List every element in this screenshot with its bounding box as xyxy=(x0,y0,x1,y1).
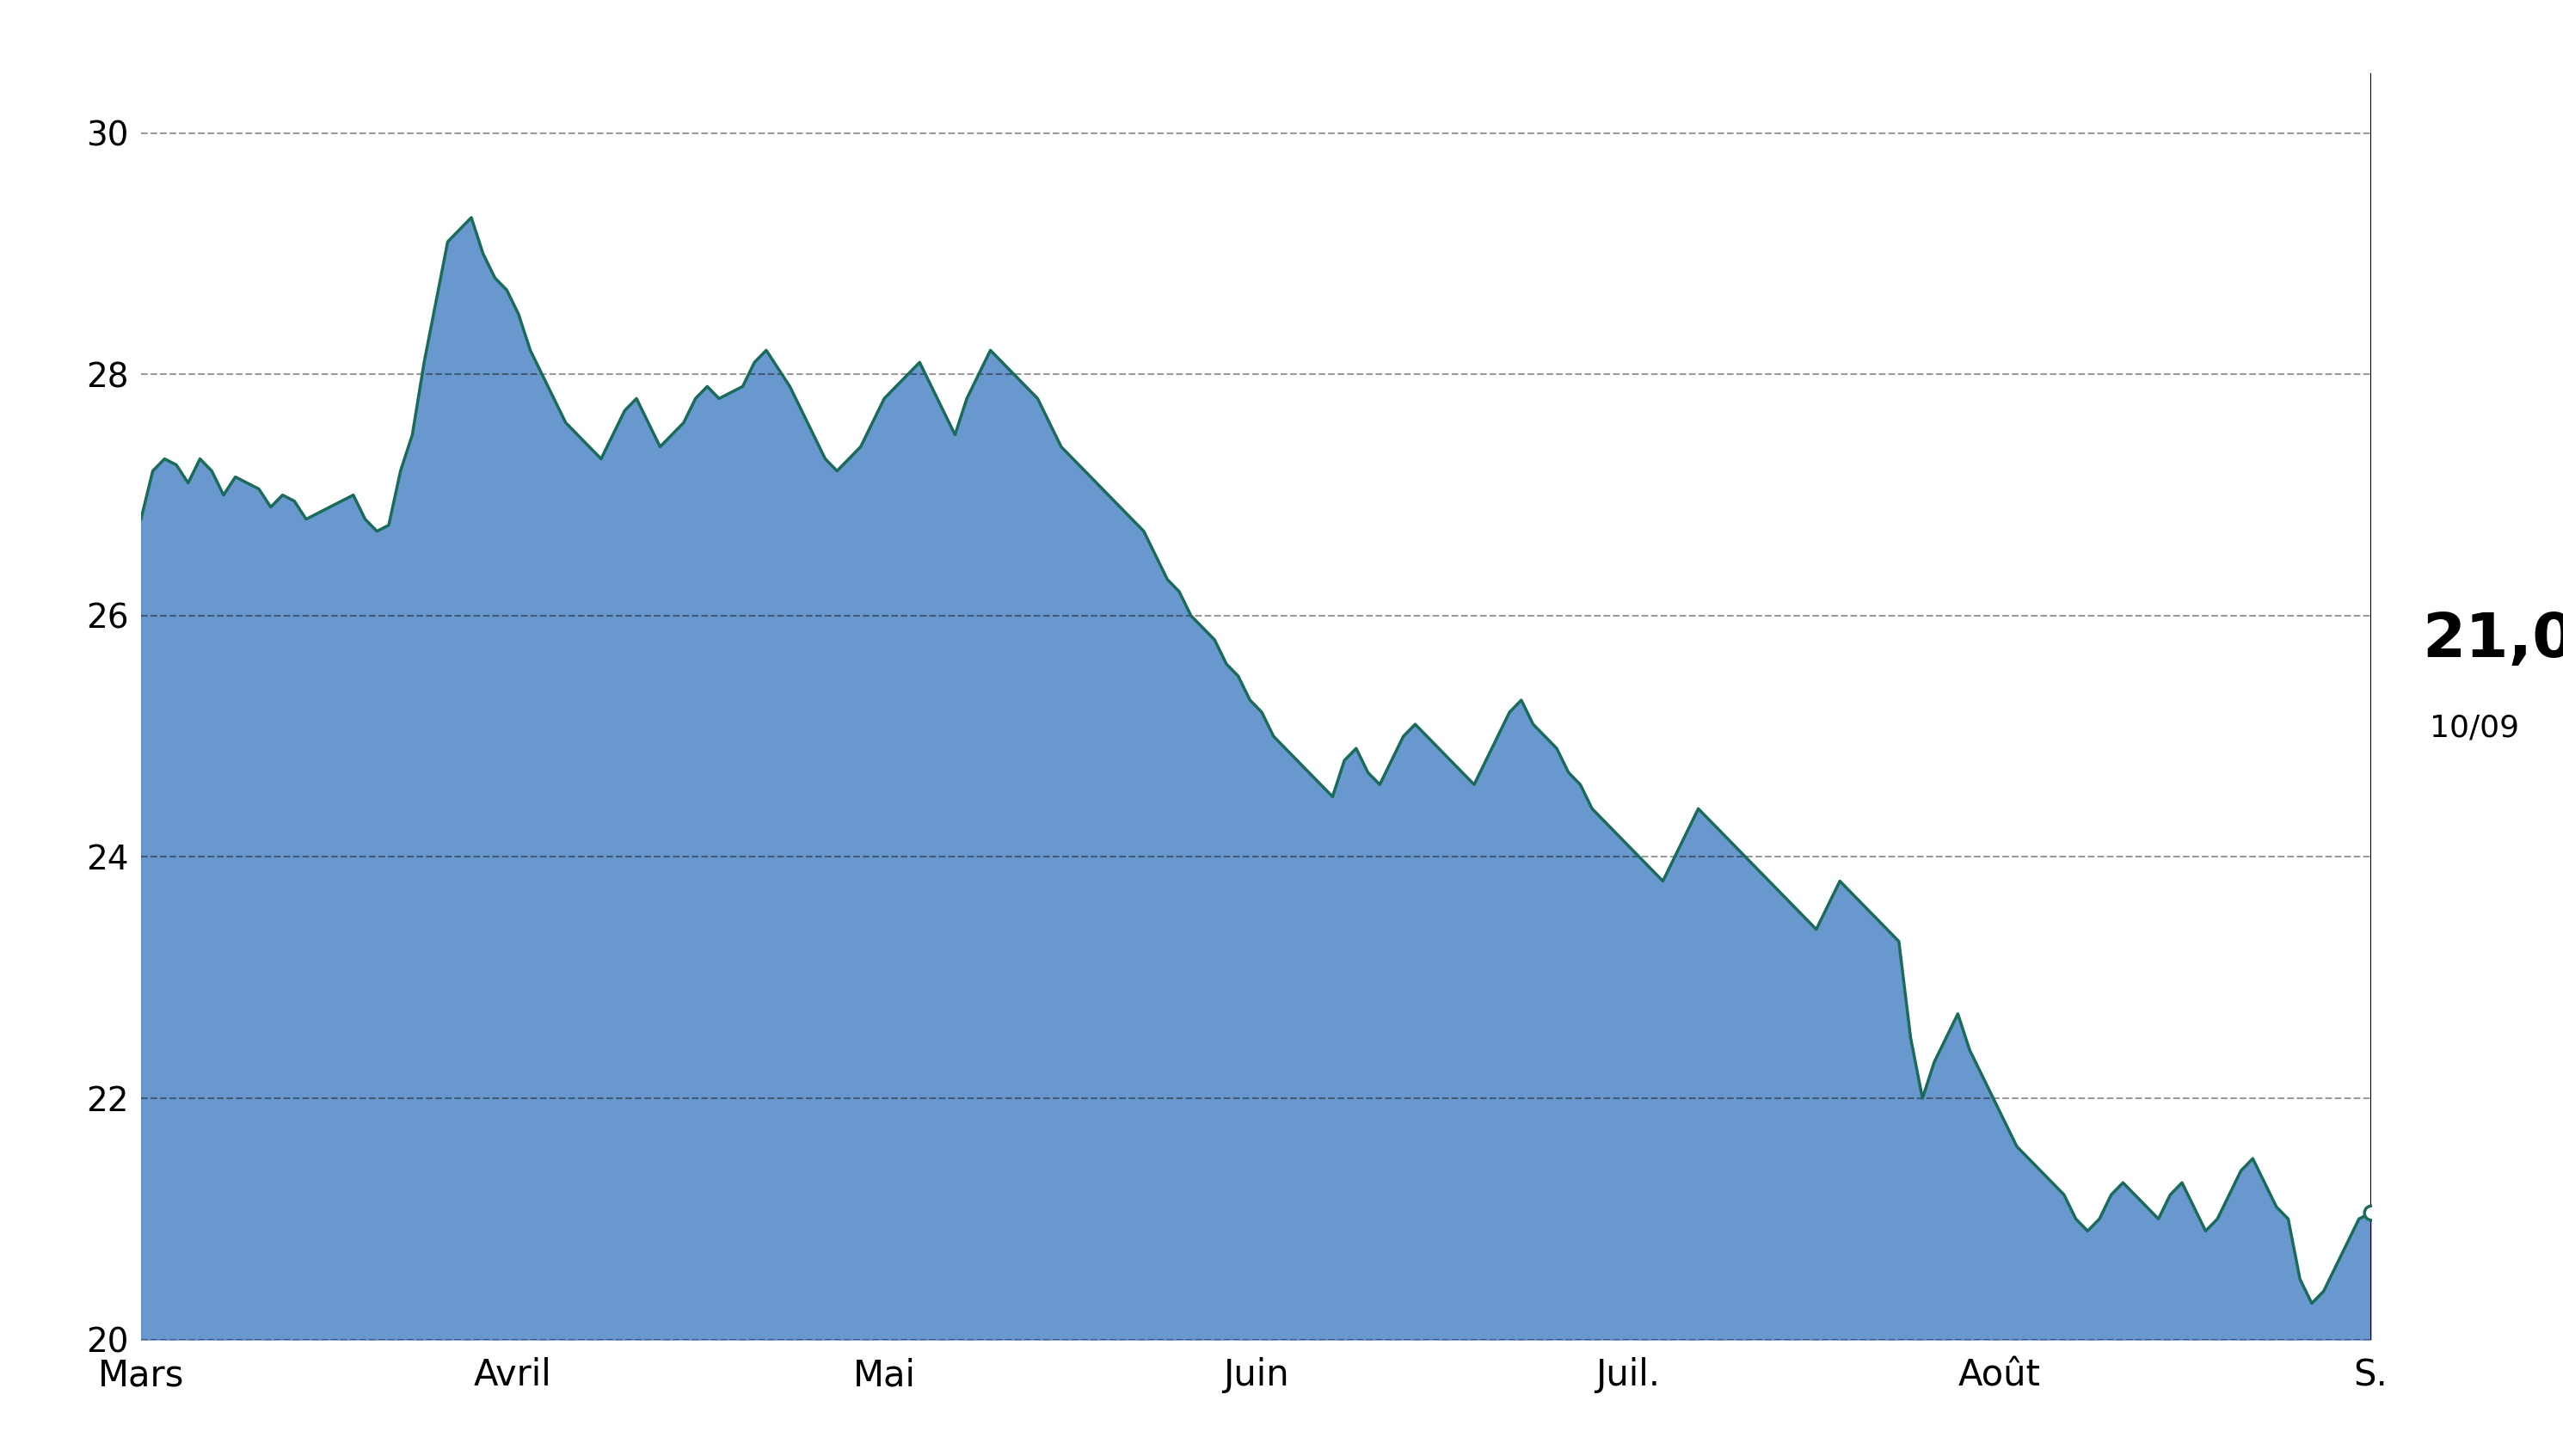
Text: 21,05: 21,05 xyxy=(2422,612,2563,670)
Text: 10/09: 10/09 xyxy=(2430,713,2519,743)
Text: GFT Technologies SE: GFT Technologies SE xyxy=(923,20,1640,82)
